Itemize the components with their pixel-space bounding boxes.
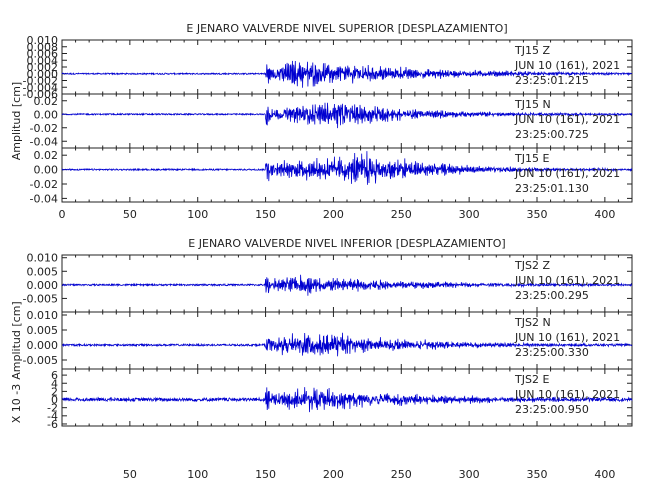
- y-tick-label: -0.02: [30, 178, 58, 191]
- x-tick-label: 50: [123, 208, 137, 221]
- x-tick-label: 300: [459, 468, 480, 481]
- y-tick-label: -0.004: [23, 81, 58, 94]
- y-axis-label: Amplitud [cm]: [10, 301, 23, 379]
- seismic-trace-tj15-z: [61, 60, 633, 88]
- chart-title: E JENARO VALVERDE NIVEL INFERIOR [DESPLA…: [188, 237, 505, 250]
- y-tick-label: 0.008: [27, 41, 59, 54]
- x-tick-label: 350: [527, 208, 548, 221]
- y-tick-label: 0.00: [34, 164, 59, 177]
- station-label: TJS2 N: [514, 316, 551, 329]
- seismic-trace-tjs2-n: [61, 332, 633, 357]
- chart-title: E JENARO VALVERDE NIVEL SUPERIOR [DESPLA…: [186, 22, 507, 35]
- x-tick-label: 250: [391, 208, 412, 221]
- y-tick-label: 4: [51, 377, 58, 390]
- x-tick-label: 100: [187, 208, 208, 221]
- station-label: TJ15 N: [514, 98, 551, 111]
- time-label: 23:25:00.330: [515, 346, 589, 359]
- y-tick-label: 0.002: [27, 61, 59, 74]
- x-tick-label: 400: [594, 208, 615, 221]
- y-tick-label: 0.010: [27, 309, 59, 322]
- y-tick-label: -0.005: [23, 354, 58, 367]
- date-label: JUN 10 (161), 2021: [514, 331, 620, 344]
- x-tick-label: 200: [323, 468, 344, 481]
- y-tick-label: 6: [51, 369, 58, 382]
- time-label: 23:25:01.130: [515, 182, 589, 195]
- seismic-trace-tj15-e: [61, 151, 633, 185]
- y-scale-label: X 10 -3: [10, 384, 23, 424]
- y-tick-label: -4: [47, 410, 58, 423]
- seismic-trace-tjs2-z: [61, 274, 633, 296]
- y-tick-label: 0.005: [27, 324, 59, 337]
- y-tick-label: 0.000: [27, 68, 59, 81]
- date-label: JUN 10 (161), 2021: [514, 167, 620, 180]
- date-label: JUN 10 (161), 2021: [514, 388, 620, 401]
- y-tick-label: 0.005: [27, 265, 59, 278]
- y-tick-label: 0.010: [27, 34, 59, 47]
- x-tick-label: 150: [255, 468, 276, 481]
- y-tick-label: -0.04: [30, 135, 58, 148]
- time-label: 23:25:00.295: [515, 289, 589, 302]
- y-tick-label: 0.02: [34, 149, 59, 162]
- x-tick-label: 50: [123, 468, 137, 481]
- x-tick-label: 200: [323, 208, 344, 221]
- y-axis-label: Amplitud [cm]: [10, 82, 23, 160]
- time-label: 23:25:00.725: [515, 128, 589, 141]
- y-tick-label: -0.02: [30, 122, 58, 135]
- y-tick-label: 0.004: [27, 54, 59, 67]
- y-tick-label: 2: [51, 385, 58, 398]
- x-tick-label: 350: [527, 468, 548, 481]
- y-tick-label: -6: [47, 418, 58, 431]
- station-label: TJS2 E: [514, 373, 549, 386]
- x-tick-label: 300: [459, 208, 480, 221]
- y-tick-label: 0.010: [27, 252, 59, 265]
- time-label: 23:25:01.215: [515, 74, 589, 87]
- date-label: JUN 10 (161), 2021: [514, 274, 620, 287]
- x-tick-label: 100: [187, 468, 208, 481]
- y-tick-label: -0.04: [30, 192, 58, 205]
- y-tick-label: 0.000: [27, 339, 59, 352]
- y-tick-label: -0.002: [23, 75, 58, 88]
- station-label: TJ15 Z: [514, 44, 550, 57]
- y-tick-label: -2: [47, 402, 58, 415]
- y-tick-label: 0.006: [27, 48, 59, 61]
- y-tick-label: 0.00: [34, 108, 59, 121]
- date-label: JUN 10 (161), 2021: [514, 59, 620, 72]
- x-tick-label: 150: [255, 208, 276, 221]
- y-tick-label: -0.006: [23, 88, 58, 101]
- seismic-trace-tjs2-e: [61, 387, 633, 413]
- time-label: 23:25:00.950: [515, 403, 589, 416]
- y-tick-label: 0: [51, 394, 58, 407]
- station-label: TJ15 E: [514, 152, 549, 165]
- seismic-trace-tj15-n: [61, 102, 633, 129]
- station-label: TJS2 Z: [514, 259, 550, 272]
- date-label: JUN 10 (161), 2021: [514, 113, 620, 126]
- x-tick-label: 400: [594, 468, 615, 481]
- y-tick-label: 0.000: [27, 279, 59, 292]
- y-tick-label: -0.005: [23, 292, 58, 305]
- y-tick-label: 0.02: [34, 95, 59, 108]
- x-tick-label: 0: [59, 208, 66, 221]
- x-tick-label: 250: [391, 468, 412, 481]
